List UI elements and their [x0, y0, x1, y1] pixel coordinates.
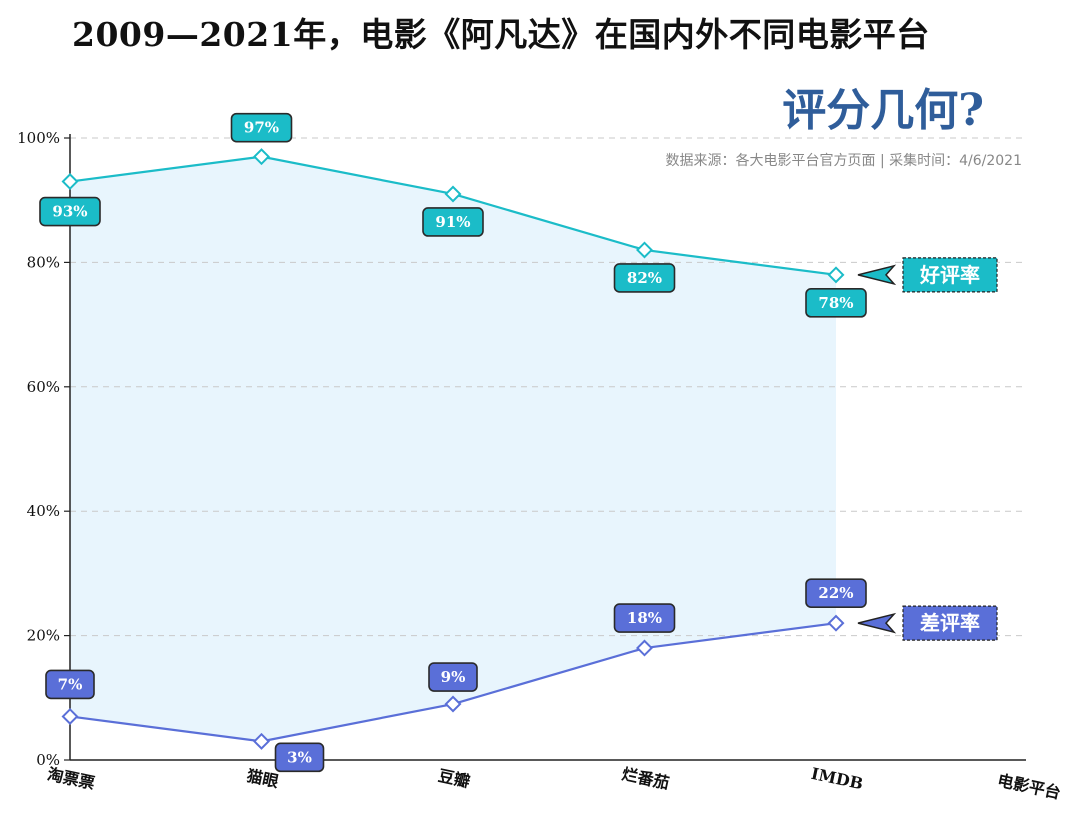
good-rate-data-label: 97%	[244, 119, 279, 137]
good-rate-point	[636, 241, 653, 259]
y-tick-label: 60%	[27, 378, 60, 396]
y-tick-label: 20%	[27, 627, 60, 645]
legend-good-rate-arrow-icon	[857, 264, 897, 286]
legend-bad-rate: 差评率	[920, 611, 980, 635]
good-rate-point	[827, 266, 845, 284]
good-rate-data-label: 82%	[627, 269, 662, 287]
x-tick-label: IMDB	[809, 764, 864, 794]
bad-rate-data-label-box	[613, 603, 676, 633]
legend-bad-rate-box	[902, 605, 998, 641]
bad-rate-point	[253, 732, 270, 750]
bad-rate-point	[636, 639, 653, 657]
bad-rate-data-label-box	[805, 578, 867, 608]
bad-rate-data-label: 22%	[818, 584, 853, 602]
good-rate-data-label-box	[613, 263, 676, 293]
legend-bad-rate-arrow-icon	[857, 612, 897, 634]
bad-rate-point	[444, 695, 462, 713]
chart-title: 2009—2021年，电影《阿凡达》在国内外不同电影平台	[72, 15, 930, 54]
bad-rate-data-label-box	[428, 662, 478, 692]
good-rate-data-label: 93%	[52, 203, 87, 221]
x-tick-label: 猫眼	[245, 766, 280, 791]
good-rate-data-label-box	[422, 207, 484, 237]
bad-rate-data-label: 3%	[287, 748, 312, 766]
bad-rate-point	[827, 614, 845, 632]
y-tick-label: 80%	[27, 253, 60, 271]
good-rate-data-label: 78%	[818, 294, 853, 312]
y-tick-label: 100%	[17, 129, 60, 147]
bad-rate-point	[61, 707, 79, 725]
good-rate-data-label-box	[230, 112, 293, 143]
good-rate-point	[253, 148, 270, 166]
bad-rate-data-label-box	[274, 742, 325, 773]
good-rate-data-label-box	[805, 288, 867, 318]
x-tick-label: 淘票票	[46, 764, 97, 793]
chart-subtitle: 评分几何?	[782, 85, 984, 136]
area-between-series	[70, 156, 836, 742]
good-rate-data-label: 91%	[435, 213, 470, 231]
good-rate-point	[61, 173, 79, 191]
good-rate-data-label-box	[39, 196, 101, 227]
y-tick-label: 40%	[27, 502, 60, 520]
legend-good-rate: 好评率	[919, 263, 980, 287]
good-rate-point	[444, 185, 462, 203]
x-tick-label: 烂番茄	[620, 764, 671, 793]
bad-rate-data-label: 18%	[627, 609, 662, 627]
legend-good-rate-box	[902, 257, 998, 293]
bad-rate-data-label: 9%	[441, 668, 466, 686]
bad-rate-data-label-box	[45, 669, 95, 700]
y-tick-label: 0%	[36, 751, 60, 769]
x-tick-label: 豆瓣	[437, 766, 472, 791]
data-source-note: 数据来源：各大电影平台官方页面 | 采集时间：4/6/2021	[665, 153, 1023, 169]
x-axis-label: 电影平台	[996, 771, 1063, 803]
bad-rate-data-label: 7%	[58, 675, 83, 693]
